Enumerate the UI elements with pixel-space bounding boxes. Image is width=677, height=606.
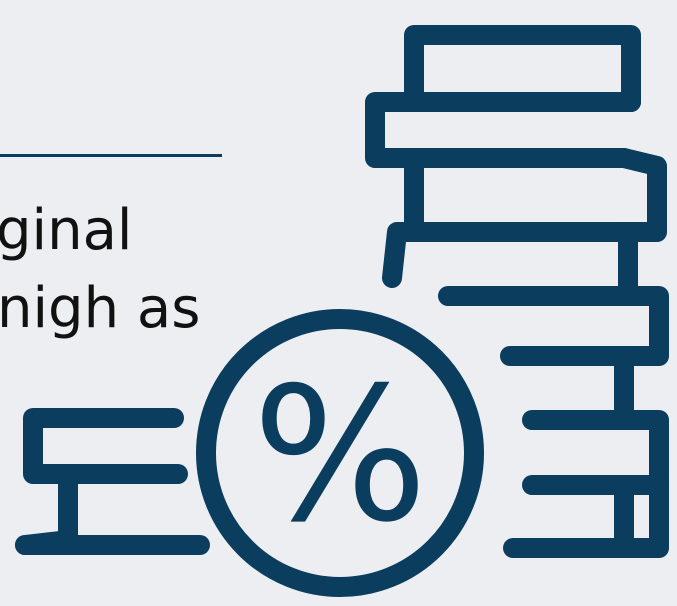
body-text-line-1: ginal <box>0 198 133 263</box>
divider-line <box>0 154 222 157</box>
percent-icon: % <box>252 347 428 563</box>
tall-coin-stack <box>365 25 669 558</box>
small-coin-stack <box>15 408 210 555</box>
body-text-line-2: nigh as <box>0 276 201 341</box>
percent-coin <box>196 309 484 597</box>
